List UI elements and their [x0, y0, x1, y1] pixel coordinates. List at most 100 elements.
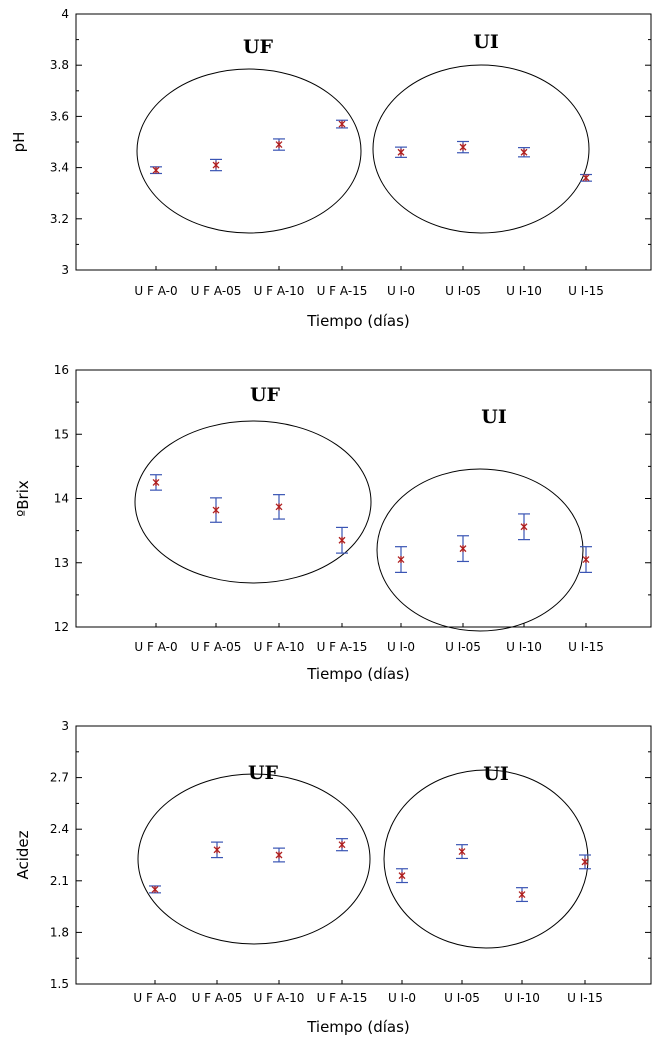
point-marker	[338, 536, 346, 544]
plot-frame	[75, 13, 652, 271]
y-axis-label: ºBrix	[14, 480, 32, 517]
x-tick-label: U F A-10	[254, 284, 305, 298]
point-marker	[520, 523, 528, 531]
y-tick-label: 3.6	[50, 109, 69, 123]
y-tick-label: 3.4	[50, 161, 69, 175]
y-tick-label: 1.8	[50, 925, 69, 939]
point-marker	[151, 885, 159, 893]
data-point	[211, 841, 223, 859]
point-marker	[398, 872, 406, 880]
point-marker	[152, 478, 160, 486]
y-tick-label: 4	[61, 7, 69, 21]
data-point	[456, 844, 468, 860]
data-point	[273, 847, 285, 863]
x-tick-label: U F A-0	[133, 991, 176, 1005]
group-ellipse-ui	[383, 769, 589, 949]
x-tick-label: U I-0	[388, 991, 416, 1005]
data-point	[580, 546, 592, 573]
point-marker	[275, 141, 283, 149]
x-tick-label: U F A-05	[192, 991, 243, 1005]
point-marker	[152, 166, 160, 174]
group-ellipse-uf	[134, 420, 372, 584]
data-point	[336, 119, 348, 129]
y-tick-label: 12	[54, 620, 69, 634]
point-marker	[275, 503, 283, 511]
x-axis-label: Tiempo (días)	[306, 1018, 410, 1036]
data-point	[395, 546, 407, 573]
x-tick-label: U F A-05	[191, 284, 242, 298]
y-tick-label: 3.2	[50, 212, 69, 226]
chart-panel-3: 1.5 1.8 2.1 2.4 2.7 3 U F A-0 U F A-05 U F A-10 U…	[14, 719, 652, 1036]
y-tick-label: 15	[54, 427, 69, 441]
y-tick-label: 3	[61, 263, 69, 277]
data-point	[336, 838, 348, 852]
point-marker	[582, 174, 590, 182]
y-tick-label: 16	[54, 363, 69, 377]
x-tick-label: U F A-15	[317, 284, 368, 298]
data-point	[210, 497, 222, 523]
data-point	[273, 494, 285, 520]
point-marker	[520, 148, 528, 156]
x-tick-label: U F A-15	[317, 640, 368, 654]
plot-frame	[75, 369, 652, 628]
data-point	[580, 173, 592, 182]
x-tick-label: U I-15	[568, 640, 604, 654]
x-tick-label: U F A-15	[317, 991, 368, 1005]
y-tick-label: 2.7	[50, 771, 69, 785]
data-point	[395, 146, 407, 158]
point-marker	[212, 161, 220, 169]
point-marker	[397, 556, 405, 564]
x-tick-label: U I-05	[445, 284, 481, 298]
y-tick-label: 14	[54, 492, 69, 506]
x-tick-label: U I-15	[568, 284, 604, 298]
point-marker	[213, 846, 221, 854]
data-point	[150, 166, 162, 175]
group-ellipse-uf	[137, 773, 371, 945]
y-tick-label: 3.8	[50, 58, 69, 72]
data-point	[516, 887, 528, 903]
group-label-ui: UI	[483, 763, 509, 785]
x-tick-label: U F A-10	[254, 991, 305, 1005]
group-ellipse-uf	[136, 68, 362, 234]
x-tick-label: U I-15	[567, 991, 603, 1005]
point-marker	[459, 545, 467, 553]
point-marker	[397, 148, 405, 156]
x-tick-label: U I-10	[504, 991, 540, 1005]
x-tick-label: U F A-05	[191, 640, 242, 654]
x-tick-label: U F A-10	[254, 640, 305, 654]
x-axis-label: Tiempo (días)	[306, 312, 410, 330]
data-point	[150, 474, 162, 491]
plot-frame	[75, 725, 652, 985]
y-tick-label: 2.4	[50, 822, 69, 836]
y-tick-label: 3	[61, 719, 69, 733]
y-tick-label: 2.1	[50, 874, 69, 888]
data-point	[518, 147, 530, 158]
y-axis-label: Acidez	[14, 830, 32, 879]
data-point	[210, 158, 222, 172]
chart-panel-2: 12 13 14 15 16 U F A-0 U F A-05 U F A-10 U F A-1…	[14, 363, 652, 683]
data-point	[273, 138, 285, 151]
data-point	[396, 868, 408, 884]
x-tick-label: U I-10	[506, 640, 542, 654]
point-marker	[581, 858, 589, 866]
point-marker	[518, 891, 526, 899]
data-point	[336, 526, 348, 554]
x-axis-label: Tiempo (días)	[306, 665, 410, 683]
x-tick-label: U F A-0	[134, 284, 177, 298]
point-marker	[459, 143, 467, 151]
y-axis-label: pH	[10, 132, 28, 153]
group-label-uf: UF	[248, 762, 279, 784]
x-tick-label: U F A-0	[134, 640, 177, 654]
group-label-uf: UF	[250, 384, 281, 406]
group-ellipse-ui	[372, 64, 590, 234]
data-point	[457, 140, 469, 154]
point-marker	[338, 120, 346, 128]
group-label-uf: UF	[243, 36, 274, 58]
point-marker	[212, 506, 220, 514]
x-tick-label: U I-05	[444, 991, 480, 1005]
group-ellipse-ui	[376, 468, 584, 632]
point-marker	[458, 848, 466, 856]
x-tick-label: U I-10	[506, 284, 542, 298]
data-point	[579, 854, 591, 870]
group-label-ui: UI	[481, 406, 507, 428]
